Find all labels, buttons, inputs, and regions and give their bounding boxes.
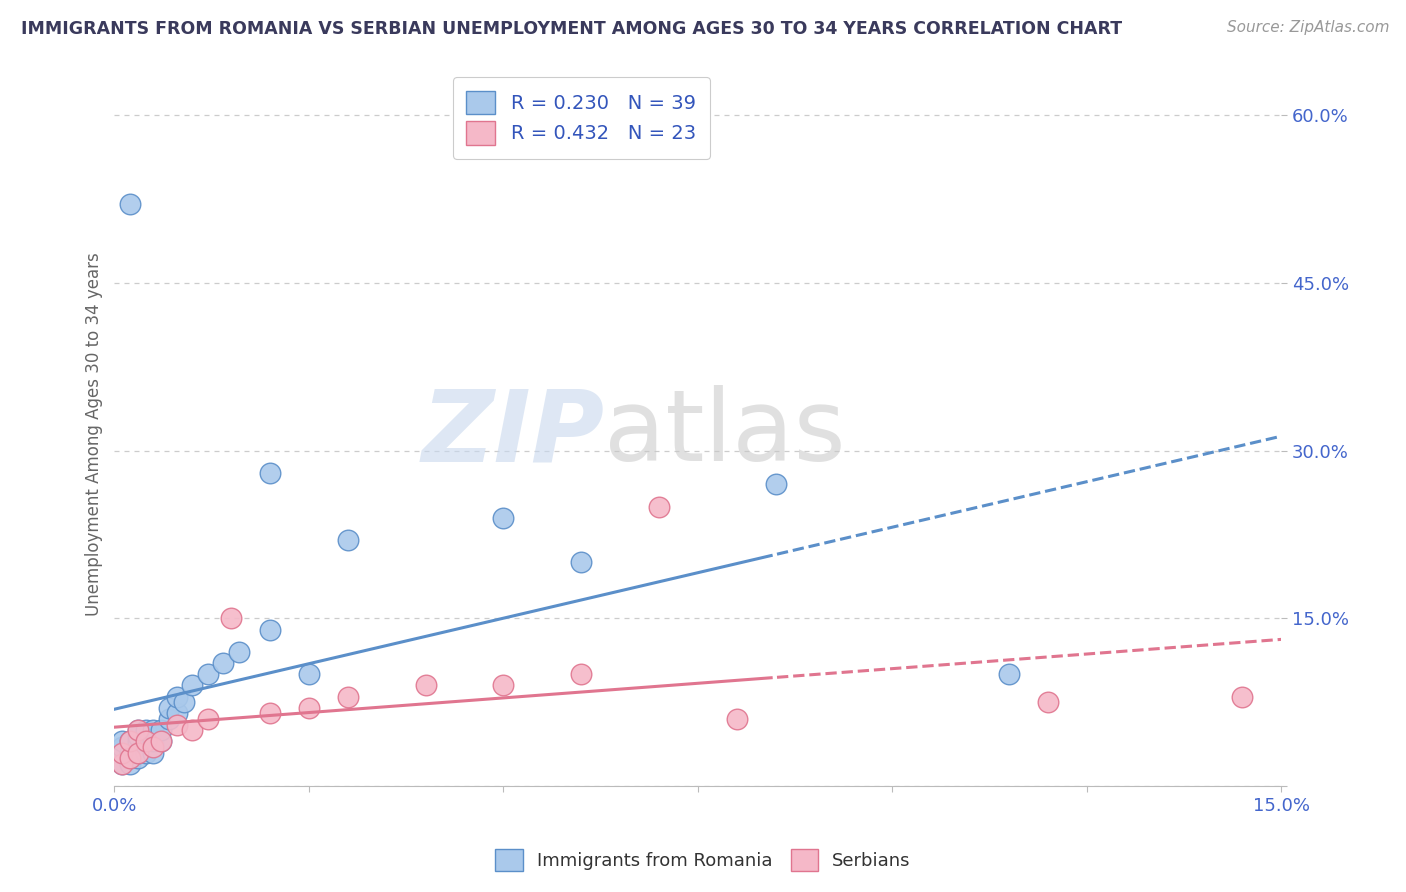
Point bbox=[111, 746, 134, 760]
Legend: Immigrants from Romania, Serbians: Immigrants from Romania, Serbians bbox=[488, 842, 918, 879]
Text: atlas: atlas bbox=[605, 385, 846, 483]
Point bbox=[166, 690, 188, 704]
Point bbox=[212, 656, 235, 670]
Point bbox=[150, 723, 173, 738]
Text: ZIP: ZIP bbox=[422, 385, 605, 483]
Point bbox=[1036, 695, 1059, 709]
Point bbox=[228, 645, 250, 659]
Point bbox=[157, 701, 180, 715]
Point bbox=[127, 723, 149, 738]
Point bbox=[127, 746, 149, 760]
Point bbox=[150, 734, 173, 748]
Point bbox=[142, 739, 165, 754]
Point bbox=[1232, 690, 1254, 704]
Point bbox=[298, 667, 321, 681]
Point bbox=[111, 756, 134, 771]
Point bbox=[127, 729, 149, 743]
Point bbox=[142, 746, 165, 760]
Point bbox=[765, 477, 787, 491]
Point bbox=[127, 723, 149, 738]
Point bbox=[725, 712, 748, 726]
Point bbox=[142, 723, 165, 738]
Point bbox=[135, 734, 157, 748]
Point bbox=[166, 717, 188, 731]
Point bbox=[259, 623, 281, 637]
Point bbox=[648, 500, 671, 514]
Point bbox=[336, 690, 359, 704]
Point bbox=[111, 756, 134, 771]
Point bbox=[127, 751, 149, 765]
Point bbox=[118, 734, 141, 748]
Point bbox=[127, 734, 149, 748]
Point bbox=[118, 746, 141, 760]
Point bbox=[118, 751, 141, 765]
Point bbox=[135, 746, 157, 760]
Text: Source: ZipAtlas.com: Source: ZipAtlas.com bbox=[1226, 20, 1389, 35]
Point bbox=[135, 723, 157, 738]
Point bbox=[492, 510, 515, 524]
Legend: R = 0.230   N = 39, R = 0.432   N = 23: R = 0.230 N = 39, R = 0.432 N = 23 bbox=[453, 77, 710, 159]
Point bbox=[219, 611, 242, 625]
Point bbox=[150, 734, 173, 748]
Point bbox=[181, 723, 204, 738]
Point bbox=[298, 701, 321, 715]
Point bbox=[118, 197, 141, 211]
Y-axis label: Unemployment Among Ages 30 to 34 years: Unemployment Among Ages 30 to 34 years bbox=[86, 252, 103, 615]
Point bbox=[998, 667, 1021, 681]
Point bbox=[197, 667, 219, 681]
Point bbox=[336, 533, 359, 547]
Point bbox=[492, 678, 515, 692]
Point bbox=[127, 746, 149, 760]
Point bbox=[111, 746, 134, 760]
Point bbox=[142, 734, 165, 748]
Point bbox=[118, 756, 141, 771]
Point bbox=[157, 712, 180, 726]
Point bbox=[166, 706, 188, 721]
Point bbox=[197, 712, 219, 726]
Text: IMMIGRANTS FROM ROMANIA VS SERBIAN UNEMPLOYMENT AMONG AGES 30 TO 34 YEARS CORREL: IMMIGRANTS FROM ROMANIA VS SERBIAN UNEMP… bbox=[21, 20, 1122, 37]
Point bbox=[111, 734, 134, 748]
Point bbox=[173, 695, 195, 709]
Point bbox=[135, 734, 157, 748]
Point bbox=[118, 734, 141, 748]
Point bbox=[415, 678, 437, 692]
Point bbox=[259, 466, 281, 480]
Point bbox=[181, 678, 204, 692]
Point bbox=[569, 556, 592, 570]
Point bbox=[118, 751, 141, 765]
Point bbox=[569, 667, 592, 681]
Point bbox=[259, 706, 281, 721]
Point bbox=[111, 739, 134, 754]
